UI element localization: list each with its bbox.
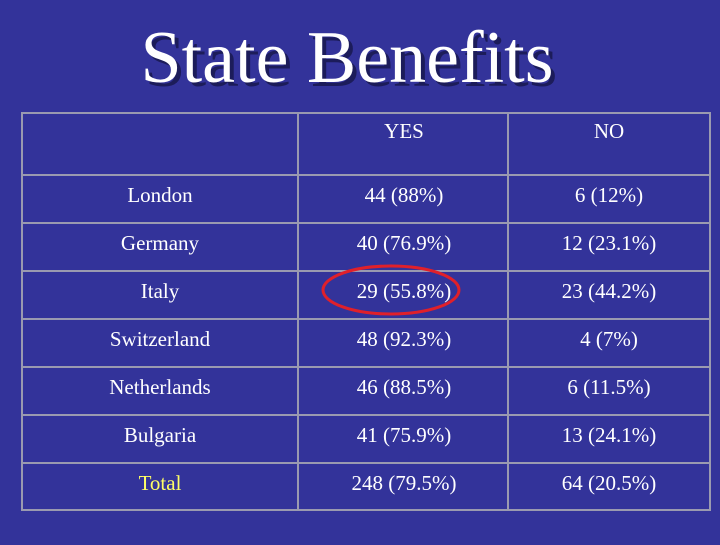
cell-value: 29 (55.8%)	[357, 279, 451, 303]
row-label: Italy	[141, 279, 180, 303]
cell-value: 6 (11.5%)	[567, 375, 650, 399]
row-label: Total	[139, 471, 182, 495]
table-grid	[21, 112, 711, 511]
column-header: YES	[384, 119, 424, 143]
row-label: Switzerland	[110, 327, 211, 351]
cell-value: 4 (7%)	[580, 327, 638, 351]
title-shadow: State Benefits	[144, 21, 557, 103]
cell-value: 41 (75.9%)	[357, 423, 451, 447]
title: State Benefits	[140, 17, 553, 99]
cell-value: 6 (12%)	[575, 183, 643, 207]
cell-value: 23 (44.2%)	[562, 279, 656, 303]
cell-value: 12 (23.1%)	[562, 231, 656, 255]
table-border	[21, 112, 711, 511]
row-label: Netherlands	[109, 375, 210, 399]
highlight-circle	[321, 264, 461, 316]
column-header: NO	[594, 119, 624, 143]
row-label: London	[127, 183, 193, 207]
cell-value: 48 (92.3%)	[357, 327, 451, 351]
cell-value: 44 (88%)	[365, 183, 444, 207]
row-label: Germany	[121, 231, 200, 255]
cell-value: 248 (79.5%)	[352, 471, 457, 495]
cell-value: 64 (20.5%)	[562, 471, 656, 495]
cell-value: 40 (76.9%)	[357, 231, 451, 255]
cell-value: 46 (88.5%)	[357, 375, 451, 399]
row-label: Bulgaria	[124, 423, 197, 447]
cell-value: 13 (24.1%)	[562, 423, 656, 447]
